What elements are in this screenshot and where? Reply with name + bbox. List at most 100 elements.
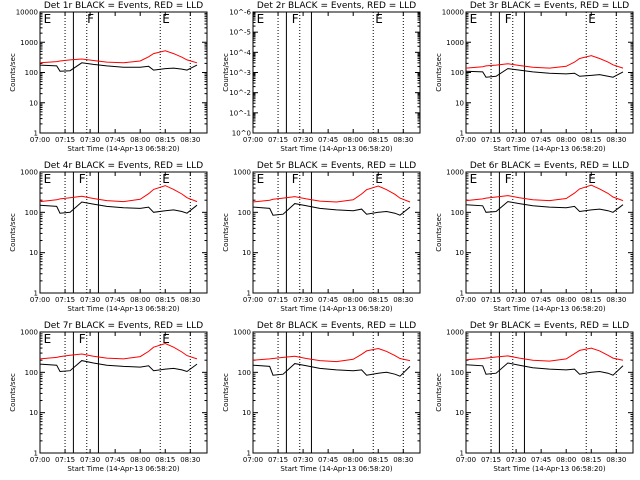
- y-tick-label: 10: [455, 99, 464, 107]
- x-axis-label: Start Time (14-Apr-13 06:58:20): [280, 465, 392, 473]
- event-marker-label: E: [162, 12, 170, 26]
- x-tick-label: 07:30: [506, 456, 526, 464]
- x-tick-label: 07:30: [293, 296, 313, 304]
- y-tick-label: 100: [451, 369, 464, 377]
- x-tick-label: 08:30: [393, 136, 413, 144]
- y-tick-label: 1000: [446, 39, 464, 47]
- y-tick-label: 10: [242, 409, 251, 417]
- x-axis-label: Start Time (14-Apr-13 06:58:20): [280, 145, 392, 153]
- series-line-events: [465, 362, 624, 376]
- x-axis-label: Start Time (14-Apr-13 06:58:20): [493, 305, 605, 313]
- event-marker-label: E: [44, 332, 52, 346]
- x-tick-label: 08:00: [343, 456, 363, 464]
- y-tick-label: 1000: [20, 329, 38, 337]
- x-tick-label: 08:00: [556, 296, 576, 304]
- event-marker-label: F: [79, 332, 86, 346]
- x-tick-label: 07:45: [318, 296, 338, 304]
- x-tick-label: 08:30: [606, 456, 626, 464]
- series-line-lld: [39, 50, 198, 64]
- series-line-events: [465, 68, 624, 78]
- event-marker-label: E: [375, 12, 383, 26]
- series-line-events: [39, 201, 198, 214]
- y-tick-label: 10: [29, 99, 38, 107]
- y-tick-label: 1: [34, 450, 38, 458]
- series-line-events: [252, 203, 411, 216]
- x-tick-label: 07:15: [481, 456, 501, 464]
- x-tick-label: 08:30: [180, 136, 200, 144]
- panel-title: Det 8r BLACK = Events, RED = LLD: [257, 321, 416, 331]
- detector-panel: Det 1r BLACK = Events, RED = LLD 07:00 07:…: [9, 1, 208, 153]
- x-tick-label: 07:15: [55, 456, 75, 464]
- panel-title: Det 7r BLACK = Events, RED = LLD: [44, 321, 203, 331]
- x-tick-label: 07:45: [105, 456, 125, 464]
- x-tick-label: 08:00: [130, 296, 150, 304]
- x-tick-label: 07:00: [456, 456, 476, 464]
- y-tick-label: 10^-1: [229, 109, 251, 117]
- x-tick-label: 08:15: [368, 296, 388, 304]
- y-axis-label: Counts/sec: [435, 373, 443, 412]
- detector-panel: Det 8r BLACK = Events, RED = LLD 07:00 07:…: [222, 321, 421, 473]
- series-line-lld: [465, 55, 624, 69]
- y-tick-label: 1000: [20, 39, 38, 47]
- event-marker-label: E: [375, 172, 383, 186]
- y-axis-label: Counts/sec: [435, 213, 443, 252]
- x-tick-label: 07:30: [506, 296, 526, 304]
- x-tick-label: 08:00: [343, 296, 363, 304]
- x-tick-label: 07:00: [243, 136, 263, 144]
- x-axis-label: Start Time (14-Apr-13 06:58:20): [67, 145, 179, 153]
- x-tick-label: 07:00: [456, 296, 476, 304]
- x-tick-label: 07:15: [268, 456, 288, 464]
- detector-panel: Det 3r BLACK = Events, RED = LLD 07:00 07:…: [435, 1, 634, 153]
- x-tick-label: 07:45: [318, 456, 338, 464]
- y-tick-label: 100: [451, 69, 464, 77]
- x-tick-label: 07:00: [243, 456, 263, 464]
- series-line-lld: [465, 184, 624, 202]
- y-tick-label: 10^-3: [229, 69, 251, 77]
- y-tick-label: 10^-4: [229, 49, 251, 57]
- x-axis-label: Start Time (14-Apr-13 06:58:20): [493, 465, 605, 473]
- plot-frame: [39, 331, 208, 454]
- x-tick-label: 07:45: [105, 296, 125, 304]
- y-tick-label: 10: [242, 249, 251, 257]
- detector-panel: Det 4r BLACK = Events, RED = LLD 07:00 07:…: [9, 161, 208, 313]
- x-tick-label: 07:15: [481, 296, 501, 304]
- y-tick-label: 10^-6: [229, 9, 251, 17]
- y-tick-label: 1: [247, 450, 251, 458]
- plot-frame: [39, 171, 208, 294]
- plot-frame: [252, 331, 421, 454]
- x-tick-label: 07:30: [80, 296, 100, 304]
- panel-title: Det 9r BLACK = Events, RED = LLD: [470, 321, 629, 331]
- y-tick-label: 1: [460, 450, 464, 458]
- detector-panel: Det 5r BLACK = Events, RED = LLD 07:00 07:…: [222, 161, 421, 313]
- x-tick-label: 08:00: [556, 136, 576, 144]
- y-tick-label: 1: [460, 130, 464, 138]
- event-marker-label: E: [470, 172, 478, 186]
- x-tick-label: 07:45: [531, 136, 551, 144]
- y-axis-label: Counts/sec: [435, 53, 443, 92]
- panel-title: Det 3r BLACK = Events, RED = LLD: [470, 1, 629, 11]
- series-line-events: [465, 201, 624, 213]
- event-marker-label: F: [87, 12, 94, 26]
- series-line-events: [39, 360, 198, 373]
- y-tick-label: 1: [34, 130, 38, 138]
- y-tick-label: 10000: [16, 9, 38, 17]
- x-tick-label: 08:15: [581, 136, 601, 144]
- x-tick-label: 08:30: [393, 456, 413, 464]
- event-marker-label: E: [44, 12, 52, 26]
- panel-title: Det 2r BLACK = Events, RED = LLD: [257, 1, 416, 11]
- panel-title: Det 4r BLACK = Events, RED = LLD: [44, 161, 203, 171]
- event-marker-label: F: [292, 172, 299, 186]
- y-tick-label: 10: [29, 249, 38, 257]
- x-tick-label: 07:00: [30, 136, 50, 144]
- y-tick-label: 1: [460, 290, 464, 298]
- panel-title: Det 5r BLACK = Events, RED = LLD: [257, 161, 416, 171]
- y-tick-label: 10^-2: [229, 89, 251, 97]
- x-tick-label: 08:15: [155, 296, 175, 304]
- y-tick-label: 10: [455, 249, 464, 257]
- y-tick-label: 100: [238, 369, 251, 377]
- event-marker-label: F: [505, 12, 512, 26]
- x-tick-label: 07:30: [80, 456, 100, 464]
- x-axis-label: Start Time (14-Apr-13 06:58:20): [493, 145, 605, 153]
- x-tick-label: 07:00: [30, 456, 50, 464]
- plot-frame: [252, 171, 421, 294]
